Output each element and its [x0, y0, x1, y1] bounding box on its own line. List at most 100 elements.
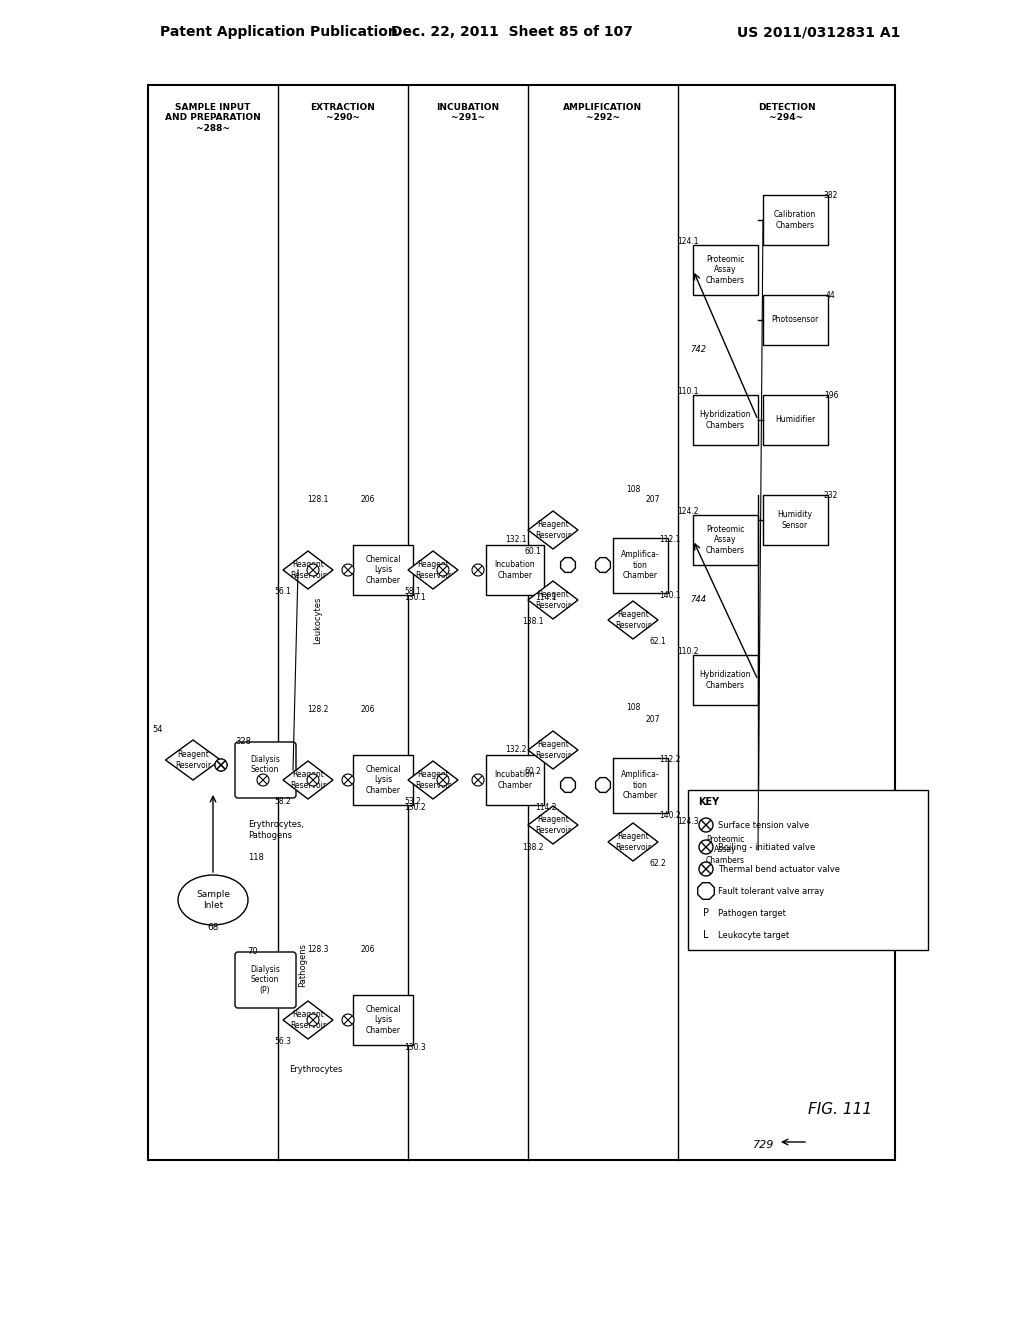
Text: 206: 206 — [360, 705, 375, 714]
Polygon shape — [608, 601, 658, 639]
Text: 729: 729 — [753, 1140, 774, 1150]
Circle shape — [215, 759, 227, 771]
Circle shape — [307, 774, 319, 785]
Text: 744: 744 — [690, 595, 707, 605]
Text: 328: 328 — [234, 738, 251, 747]
FancyBboxPatch shape — [613, 758, 668, 813]
FancyBboxPatch shape — [486, 545, 544, 595]
Text: 56.1: 56.1 — [274, 587, 292, 597]
Polygon shape — [166, 741, 220, 780]
Circle shape — [472, 564, 484, 576]
Circle shape — [257, 774, 269, 785]
Text: Proteomic
Assay
Chambers: Proteomic Assay Chambers — [706, 836, 744, 865]
Text: SAMPLE INPUT
AND PREPARATION
~288~: SAMPLE INPUT AND PREPARATION ~288~ — [165, 103, 261, 133]
Text: FIG. 111: FIG. 111 — [808, 1102, 872, 1118]
Text: 207: 207 — [646, 715, 660, 725]
Circle shape — [699, 840, 713, 854]
Polygon shape — [596, 557, 610, 573]
Polygon shape — [560, 557, 575, 573]
Text: Leukocytes: Leukocytes — [313, 597, 323, 644]
Text: Amplifica-
tion
Chamber: Amplifica- tion Chamber — [621, 550, 659, 579]
Text: Humidifier: Humidifier — [775, 416, 815, 425]
Circle shape — [437, 774, 449, 785]
Text: DETECTION
~294~: DETECTION ~294~ — [758, 103, 815, 123]
Text: Pathogen target: Pathogen target — [718, 908, 785, 917]
Circle shape — [342, 774, 354, 785]
Text: 114.2: 114.2 — [536, 804, 557, 813]
Text: 62.2: 62.2 — [649, 859, 667, 869]
FancyBboxPatch shape — [693, 395, 758, 445]
Text: Pathogens: Pathogens — [299, 942, 307, 987]
Text: Humidity
Sensor: Humidity Sensor — [777, 511, 812, 529]
Text: 60.2: 60.2 — [524, 767, 542, 776]
Polygon shape — [608, 822, 658, 861]
FancyBboxPatch shape — [148, 84, 895, 1160]
Text: EXTRACTION
~290~: EXTRACTION ~290~ — [310, 103, 376, 123]
FancyBboxPatch shape — [613, 539, 668, 593]
Text: Chemical
Lysis
Chamber: Chemical Lysis Chamber — [366, 766, 400, 795]
Text: 62.1: 62.1 — [649, 638, 667, 647]
Text: 112.2: 112.2 — [659, 755, 681, 764]
Text: 110.2: 110.2 — [677, 648, 698, 656]
Text: Reagent
Reservoir: Reagent Reservoir — [290, 1010, 326, 1030]
Text: Dialysis
Section
(L): Dialysis Section (L) — [250, 755, 280, 785]
Circle shape — [342, 1014, 354, 1026]
Text: 44: 44 — [826, 290, 836, 300]
Text: Photosensor: Photosensor — [771, 315, 818, 325]
Polygon shape — [408, 762, 458, 799]
FancyBboxPatch shape — [353, 545, 413, 595]
Text: 206: 206 — [360, 495, 375, 504]
Text: Reagent
Reservoir: Reagent Reservoir — [175, 750, 211, 770]
Text: 128.2: 128.2 — [307, 705, 329, 714]
Text: 140.1: 140.1 — [659, 590, 681, 599]
Text: Reagent
Reservoir: Reagent Reservoir — [535, 741, 571, 760]
Text: AMPLIFICATION
~292~: AMPLIFICATION ~292~ — [563, 103, 643, 123]
Text: INCUBATION
~291~: INCUBATION ~291~ — [436, 103, 500, 123]
Text: 742: 742 — [690, 346, 707, 355]
Circle shape — [307, 564, 319, 576]
Text: Amplifica-
tion
Chamber: Amplifica- tion Chamber — [621, 770, 659, 800]
Text: Reagent
Reservoir: Reagent Reservoir — [415, 771, 451, 789]
FancyBboxPatch shape — [693, 825, 758, 875]
Text: 138.2: 138.2 — [522, 842, 544, 851]
Circle shape — [472, 774, 484, 785]
Circle shape — [699, 862, 713, 876]
FancyBboxPatch shape — [353, 995, 413, 1045]
Text: 70: 70 — [248, 948, 258, 957]
Text: Boiling - initiated valve: Boiling - initiated valve — [718, 842, 815, 851]
Text: 130.2: 130.2 — [404, 804, 426, 813]
Text: 132.2: 132.2 — [505, 746, 526, 755]
Text: Thermal bend actuator valve: Thermal bend actuator valve — [718, 865, 840, 874]
Text: 112.1: 112.1 — [659, 536, 681, 544]
Text: Erythrocytes,
Pathogens: Erythrocytes, Pathogens — [248, 820, 304, 840]
Text: Reagent
Reservoir: Reagent Reservoir — [535, 816, 571, 834]
Text: 196: 196 — [823, 391, 839, 400]
Text: Reagent
Reservoir: Reagent Reservoir — [535, 520, 571, 540]
Text: 382: 382 — [824, 190, 839, 199]
Text: 124.2: 124.2 — [677, 507, 698, 516]
Text: 58.1: 58.1 — [404, 587, 421, 597]
Text: 118: 118 — [248, 853, 264, 862]
Text: 108: 108 — [626, 704, 640, 713]
Text: 124.3: 124.3 — [677, 817, 698, 826]
Polygon shape — [283, 550, 333, 589]
Text: 68: 68 — [207, 923, 219, 932]
Circle shape — [699, 818, 713, 832]
Text: 110.1: 110.1 — [677, 388, 698, 396]
Text: Reagent
Reservoir: Reagent Reservoir — [415, 560, 451, 579]
Polygon shape — [596, 777, 610, 792]
Text: Hybridization
Chambers: Hybridization Chambers — [699, 411, 751, 430]
Text: 207: 207 — [646, 495, 660, 504]
Polygon shape — [283, 1001, 333, 1039]
Text: P: P — [703, 908, 709, 917]
Text: Dialysis
Section
(P): Dialysis Section (P) — [250, 965, 280, 995]
Text: Dec. 22, 2011  Sheet 85 of 107: Dec. 22, 2011 Sheet 85 of 107 — [391, 25, 633, 40]
Polygon shape — [528, 581, 578, 619]
Text: Surface tension valve: Surface tension valve — [718, 821, 809, 829]
FancyBboxPatch shape — [486, 755, 544, 805]
Ellipse shape — [178, 875, 248, 925]
Polygon shape — [697, 883, 715, 899]
Polygon shape — [408, 550, 458, 589]
FancyBboxPatch shape — [763, 495, 828, 545]
Circle shape — [215, 759, 227, 771]
